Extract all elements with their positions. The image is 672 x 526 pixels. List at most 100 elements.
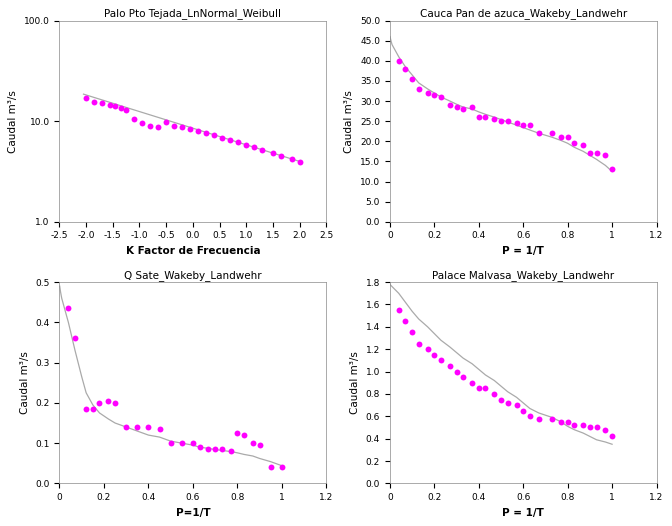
Point [249,143,259,151]
Point [407,75,417,83]
Point [165,439,176,447]
Point [137,119,148,128]
Point [154,425,165,433]
Point [407,328,417,337]
Point [233,138,243,146]
Point [495,117,506,125]
Point [216,445,227,453]
Point [429,91,439,99]
Point [534,129,544,137]
X-axis label: K Factor de Frecuencia: K Factor de Frecuencia [126,246,260,256]
Point [286,155,297,163]
Point [473,113,484,122]
Point [562,418,573,426]
Point [94,399,105,407]
Point [232,429,243,437]
Point [547,414,558,423]
Title: Palo Pto Tejada_LnNormal_Weibull: Palo Pto Tejada_LnNormal_Weibull [104,8,282,19]
Point [444,101,455,109]
Point [161,118,171,126]
Point [217,134,228,142]
Point [480,384,491,392]
Title: Cauca Pan de azuca_Wakeby_Landwehr: Cauca Pan de azuca_Wakeby_Landwehr [419,8,627,19]
Point [422,89,433,97]
Point [132,423,142,431]
Point [547,129,558,137]
Point [209,130,220,139]
Point [276,463,287,471]
Point [435,356,446,365]
Point [247,439,258,447]
Point [129,115,140,123]
Point [225,136,236,144]
Point [569,139,580,147]
Point [495,396,506,404]
Title: Q Sate_Wakeby_Landwehr: Q Sate_Wakeby_Landwehr [124,270,261,281]
Point [422,345,433,353]
Point [121,423,132,431]
Point [176,439,187,447]
Point [556,133,566,141]
Point [87,404,98,413]
Point [451,367,462,376]
Point [177,123,187,132]
X-axis label: P = 1/T: P = 1/T [502,246,544,256]
Point [458,105,468,113]
Point [257,146,267,154]
Point [81,404,91,413]
Point [116,104,126,112]
Point [458,373,468,381]
Point [578,141,589,149]
Point [193,127,204,135]
Point [600,426,611,434]
Point [105,100,116,109]
Point [489,390,500,398]
Point [413,85,424,93]
Point [144,122,155,130]
Point [524,121,535,129]
Point [110,399,120,407]
Point [556,418,566,426]
Point [169,122,179,130]
Point [185,125,196,134]
Point [143,423,154,431]
Point [607,432,618,441]
Point [294,158,305,167]
Point [502,399,513,407]
Point [254,441,265,449]
Point [473,384,484,392]
Point [413,339,424,348]
Point [518,407,529,415]
Point [70,334,81,342]
Point [187,439,198,447]
Point [97,99,108,108]
Point [444,362,455,370]
Point [585,149,595,158]
Point [89,98,99,106]
Y-axis label: Caudal m³/s: Caudal m³/s [350,351,360,414]
Point [607,165,618,174]
Point [585,423,595,432]
Point [201,128,212,137]
Point [600,151,611,159]
Point [466,103,477,112]
Y-axis label: Caudal m³/s: Caudal m³/s [8,90,18,153]
Point [591,149,602,158]
Y-axis label: Caudal m³/s: Caudal m³/s [345,90,354,153]
X-axis label: P = 1/T: P = 1/T [502,508,544,518]
Point [480,113,491,122]
Point [276,152,286,160]
X-axis label: P=1/T: P=1/T [175,508,210,518]
Point [400,317,411,326]
Point [225,447,236,456]
Point [435,93,446,101]
Point [239,431,249,439]
Point [511,401,522,409]
Point [518,121,529,129]
Point [569,421,580,429]
Point [562,133,573,141]
Point [534,414,544,423]
Point [81,94,91,102]
Point [210,445,220,453]
Point [451,103,462,112]
